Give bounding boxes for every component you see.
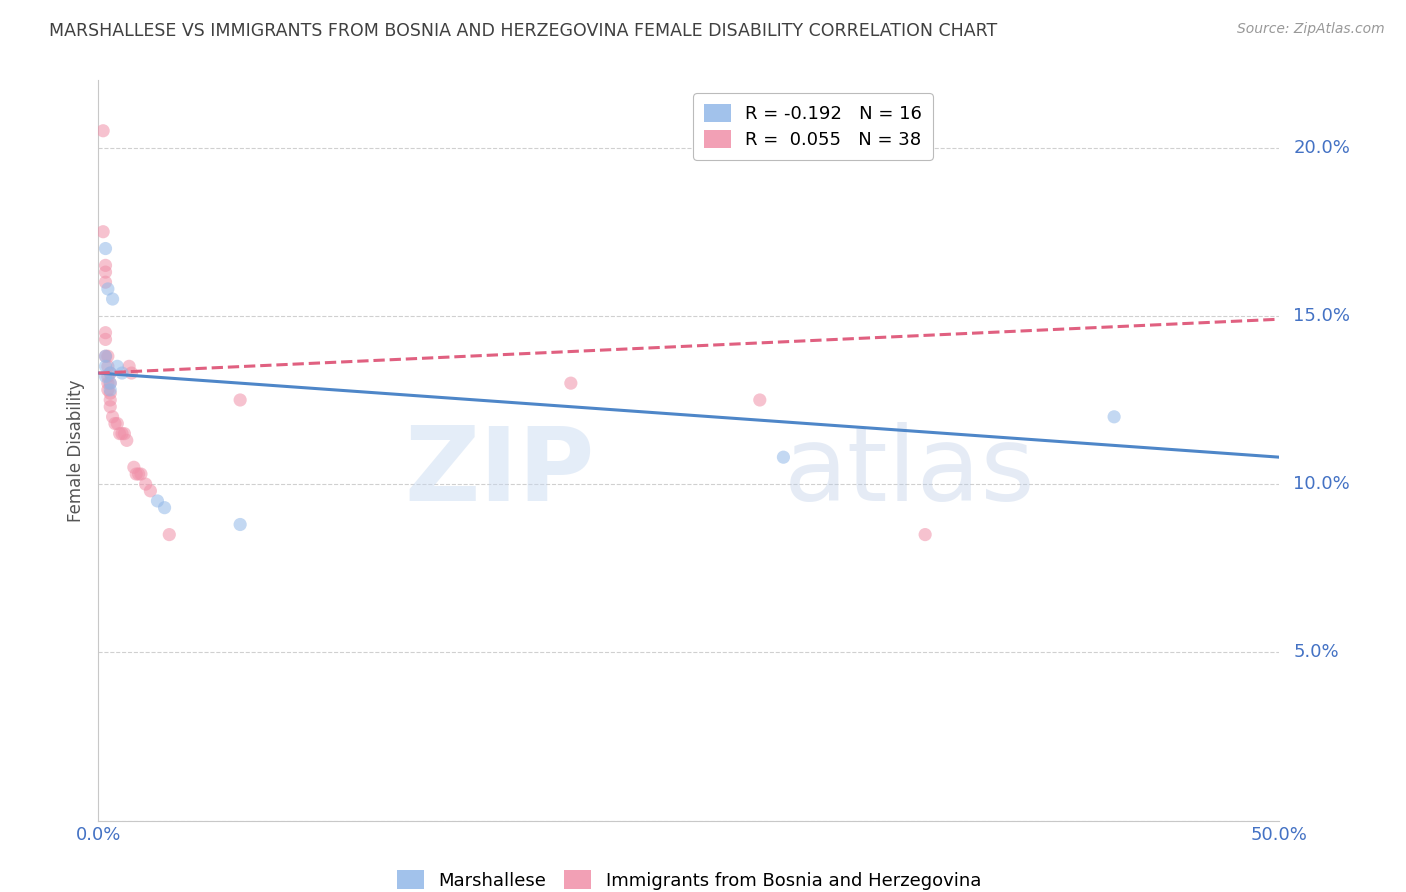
Text: 10.0%: 10.0% [1294, 475, 1350, 493]
Point [97, 282, 120, 296]
Point [129, 467, 152, 481]
Point [111, 426, 134, 441]
Point [94, 242, 117, 256]
Text: Source: ZipAtlas.com: Source: ZipAtlas.com [1237, 22, 1385, 37]
Point [101, 409, 124, 424]
Point [98, 400, 121, 414]
Point [108, 426, 131, 441]
Point [94, 259, 117, 273]
Text: MARSHALLESE VS IMMIGRANTS FROM BOSNIA AND HERZEGOVINA FEMALE DISABILITY CORRELAT: MARSHALLESE VS IMMIGRANTS FROM BOSNIA AN… [49, 22, 997, 40]
Point [94, 326, 117, 340]
Point [98, 376, 121, 391]
Point [112, 426, 135, 441]
Point [748, 392, 770, 407]
Point [91, 124, 114, 138]
Point [229, 392, 252, 407]
Point [121, 366, 143, 380]
Y-axis label: Female Disability: Female Disability [67, 379, 86, 522]
Point [153, 500, 176, 515]
Point [97, 359, 120, 374]
Point [91, 225, 114, 239]
Point [772, 450, 794, 465]
Point [229, 517, 252, 532]
Point [135, 477, 157, 491]
Point [118, 359, 141, 374]
Point [560, 376, 582, 391]
Point [98, 376, 121, 391]
Point [97, 383, 120, 397]
Point [94, 349, 117, 363]
Text: ZIP: ZIP [404, 422, 595, 524]
Point [125, 467, 148, 481]
Point [98, 366, 121, 380]
Text: 20.0%: 20.0% [1294, 138, 1350, 157]
Point [97, 376, 120, 391]
Point [122, 460, 145, 475]
Point [105, 417, 128, 431]
Point [97, 369, 120, 384]
Point [98, 383, 121, 397]
Text: atlas: atlas [783, 422, 1035, 524]
Point [98, 392, 121, 407]
Point [157, 527, 180, 541]
Point [111, 366, 134, 380]
Point [139, 483, 162, 498]
Text: 5.0%: 5.0% [1294, 643, 1339, 661]
Point [94, 333, 117, 347]
Point [105, 359, 128, 374]
Point [1102, 409, 1125, 424]
Point [97, 349, 120, 363]
Point [94, 359, 117, 374]
Point [104, 417, 127, 431]
Point [98, 386, 121, 401]
Point [94, 369, 117, 384]
Legend: Marshallese, Immigrants from Bosnia and Herzegovina: Marshallese, Immigrants from Bosnia and … [389, 863, 988, 892]
Point [94, 265, 117, 279]
Text: 15.0%: 15.0% [1294, 307, 1350, 325]
Point [101, 292, 124, 306]
Point [94, 349, 117, 363]
Point [98, 366, 121, 380]
Point [128, 467, 150, 481]
Point [115, 434, 138, 448]
Point [914, 527, 936, 541]
Point [146, 494, 169, 508]
Point [94, 275, 117, 289]
